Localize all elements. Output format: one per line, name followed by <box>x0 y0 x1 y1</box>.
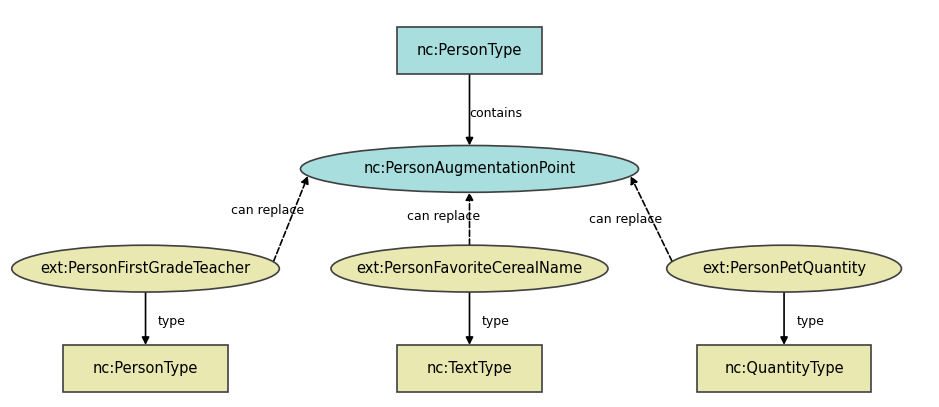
Text: nc:PersonType: nc:PersonType <box>93 361 198 376</box>
Text: type: type <box>482 315 510 328</box>
Text: can replace: can replace <box>407 210 480 223</box>
Text: nc:TextType: nc:TextType <box>426 361 513 376</box>
FancyBboxPatch shape <box>396 28 543 74</box>
Text: nc:QuantityType: nc:QuantityType <box>724 361 844 376</box>
Text: type: type <box>158 315 186 328</box>
Text: contains: contains <box>470 107 522 120</box>
Ellipse shape <box>300 146 639 193</box>
Ellipse shape <box>331 245 608 292</box>
Text: can replace: can replace <box>589 213 662 226</box>
FancyBboxPatch shape <box>697 345 871 392</box>
Text: nc:PersonType: nc:PersonType <box>417 44 522 58</box>
Text: nc:PersonAugmentationPoint: nc:PersonAugmentationPoint <box>363 162 576 176</box>
Text: ext:PersonPetQuantity: ext:PersonPetQuantity <box>702 261 866 276</box>
Text: can replace: can replace <box>231 204 304 217</box>
FancyBboxPatch shape <box>64 345 227 392</box>
Ellipse shape <box>667 245 901 292</box>
Text: ext:PersonFavoriteCerealName: ext:PersonFavoriteCerealName <box>357 261 582 276</box>
Ellipse shape <box>12 245 280 292</box>
Text: ext:PersonFirstGradeTeacher: ext:PersonFirstGradeTeacher <box>40 261 251 276</box>
FancyBboxPatch shape <box>396 345 543 392</box>
Text: type: type <box>796 315 824 328</box>
